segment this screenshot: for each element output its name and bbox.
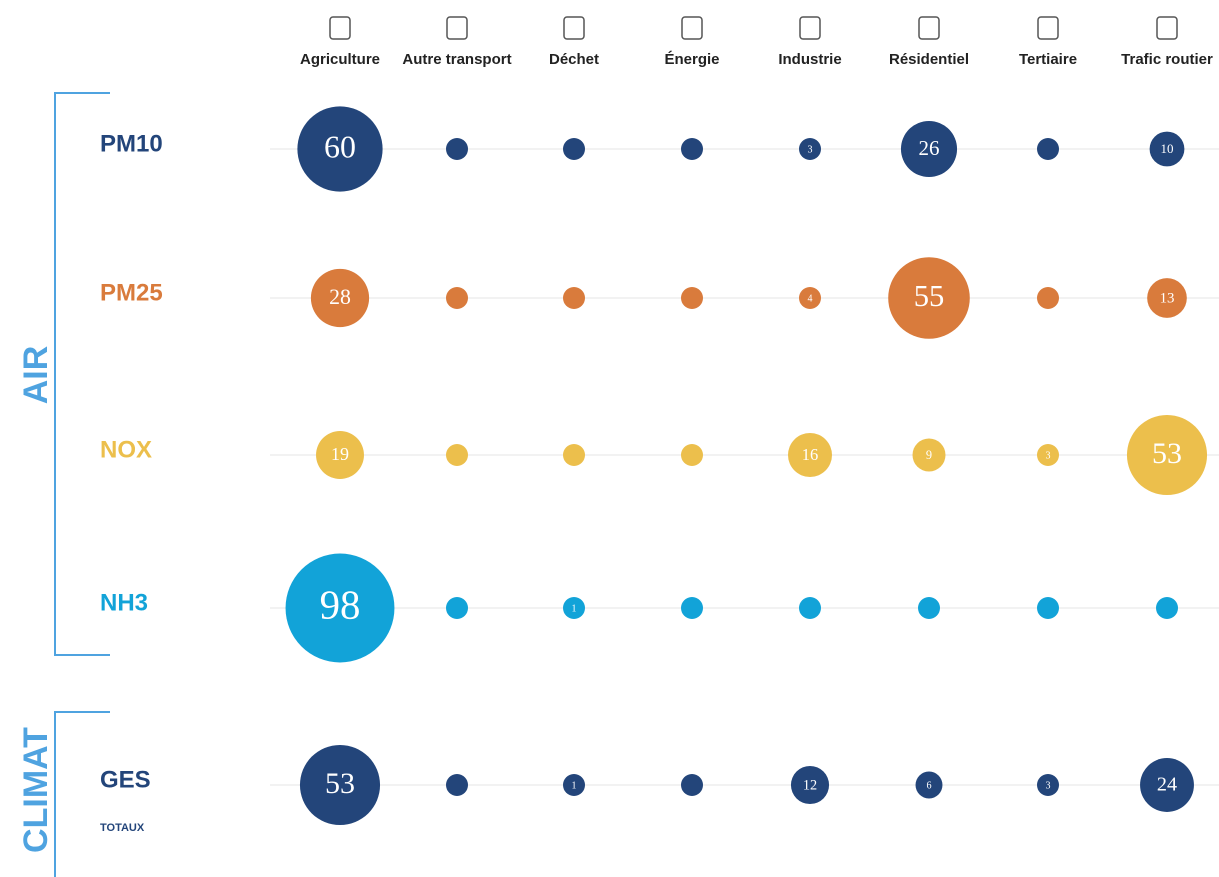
value-label: 26 [918, 136, 939, 160]
category-label: Autre transport [402, 51, 511, 68]
value-label: 1 [572, 780, 577, 791]
value-label: 53 [1152, 437, 1182, 470]
category-label: Énergie [664, 51, 719, 68]
bubble [310, 268, 370, 328]
brackets [54, 92, 110, 877]
category-icon [1156, 16, 1178, 40]
bubble [799, 138, 821, 160]
climat-bracket [54, 711, 110, 877]
bubble [1156, 597, 1178, 619]
series-label: PM25 [100, 279, 163, 306]
bubble [1037, 287, 1059, 309]
value-label: 3 [1046, 780, 1051, 791]
bubble [681, 774, 703, 796]
value-label: 28 [329, 285, 351, 309]
category-icon [563, 16, 585, 40]
bubble [1147, 278, 1187, 318]
bubble [563, 138, 585, 160]
bubble [915, 771, 943, 799]
category-label: Trafic routier [1121, 51, 1213, 68]
bubble [299, 744, 381, 826]
bubble [799, 597, 821, 619]
value-label: 1 [572, 603, 577, 614]
value-label: 24 [1157, 774, 1177, 796]
bubble [681, 597, 703, 619]
air-bracket [54, 92, 110, 656]
bubble [681, 138, 703, 160]
bubble [912, 438, 946, 472]
category-label: Tertiaire [1019, 51, 1077, 68]
bubble [1126, 414, 1208, 496]
bubble [563, 774, 585, 796]
bubble [799, 287, 821, 309]
group-label: CLIMAT [17, 727, 55, 853]
bubble [446, 597, 468, 619]
bubble [563, 444, 585, 466]
value-label: 98 [320, 582, 361, 627]
bubble [888, 257, 970, 339]
bubble [788, 433, 832, 477]
category-label: Industrie [778, 51, 841, 68]
bubble [1037, 444, 1059, 466]
bubble [285, 553, 395, 663]
bubble [446, 774, 468, 796]
category-label: Agriculture [300, 51, 380, 68]
value-label: 13 [1160, 290, 1175, 306]
category-label: Résidentiel [889, 51, 969, 68]
bubble [446, 138, 468, 160]
bubble [790, 765, 830, 805]
category-icon [799, 16, 821, 40]
bubble [1140, 758, 1194, 812]
bubble [316, 431, 364, 479]
category-icon [446, 16, 468, 40]
value-label: 53 [325, 767, 355, 800]
value-label: 19 [331, 444, 349, 464]
value-label: 3 [808, 144, 813, 155]
value-label: 60 [324, 129, 356, 164]
bubble [1037, 597, 1059, 619]
bubble [1037, 774, 1059, 796]
category-label: Déchet [549, 51, 599, 68]
bubble [563, 287, 585, 309]
bubble [681, 287, 703, 309]
bubble [446, 287, 468, 309]
bubble [1149, 131, 1185, 167]
bubble [563, 597, 585, 619]
group-label: AIR [17, 346, 55, 405]
bubble [918, 597, 940, 619]
bubble [681, 444, 703, 466]
category-icon [1037, 16, 1059, 40]
category-icon [681, 16, 703, 40]
category-icon [329, 16, 351, 40]
series-label: PM10 [100, 130, 163, 157]
value-label: 9 [926, 448, 932, 462]
series-subtitle: TOTAUX [100, 822, 145, 834]
value-label: 16 [802, 445, 819, 464]
series-label: NH3 [100, 589, 148, 616]
value-label: 4 [808, 293, 813, 304]
value-label: 12 [803, 777, 817, 793]
value-label: 3 [1046, 450, 1051, 461]
value-label: 6 [926, 780, 931, 791]
category-icon [918, 16, 940, 40]
series-label: GES [100, 766, 151, 793]
bubble [900, 120, 958, 178]
bubble [446, 444, 468, 466]
value-label: 10 [1160, 141, 1174, 156]
bubble [297, 106, 383, 192]
bubble [1037, 138, 1059, 160]
value-label: 55 [914, 279, 945, 313]
series-label: NOX [100, 436, 152, 463]
